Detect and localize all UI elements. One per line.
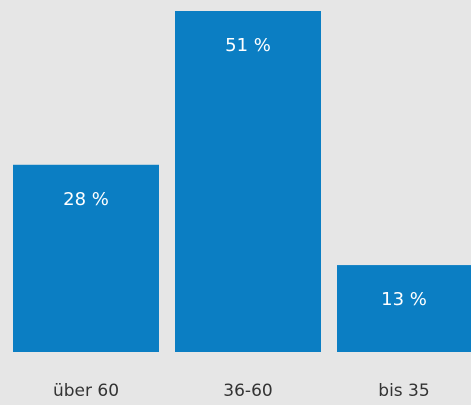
value-label: 13 % bbox=[381, 289, 427, 310]
value-label: 51 % bbox=[225, 35, 271, 56]
bar bbox=[175, 11, 321, 352]
bar bbox=[337, 265, 471, 352]
x-tick-label: bis 35 bbox=[378, 381, 429, 401]
x-tick-label: über 60 bbox=[53, 381, 119, 401]
value-label: 28 % bbox=[63, 189, 109, 210]
x-tick-label: 36-60 bbox=[223, 381, 272, 401]
bar bbox=[13, 164, 159, 352]
